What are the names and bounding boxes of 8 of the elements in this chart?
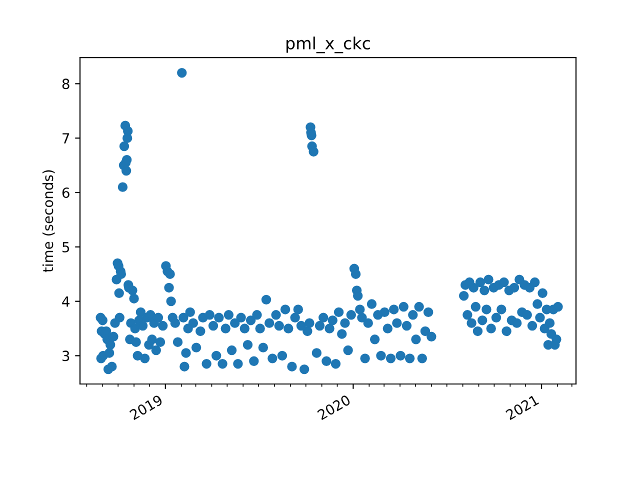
y-tick-label: 8 bbox=[62, 78, 70, 90]
y-tick-label: 5 bbox=[62, 242, 70, 252]
chart-title: pml_x_ckc bbox=[286, 36, 370, 54]
y-tick-label: 7 bbox=[62, 133, 70, 144]
y-tick-label: 6 bbox=[62, 187, 70, 198]
y-tick-label: 4 bbox=[62, 296, 70, 307]
y-tick-label: 3 bbox=[62, 350, 70, 362]
y-axis-title: time (seconds) bbox=[42, 170, 55, 272]
